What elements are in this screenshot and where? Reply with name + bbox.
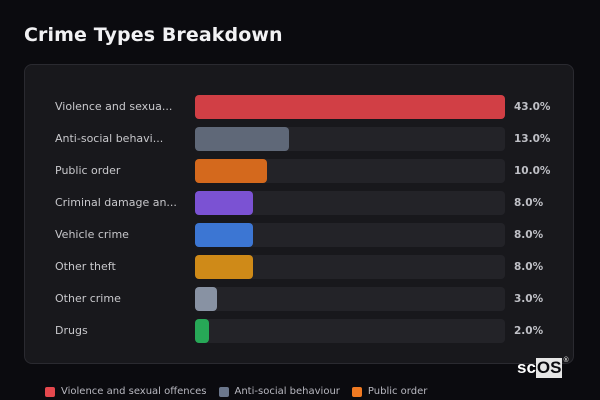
bar-value: 8.0% xyxy=(514,229,544,241)
bar[interactable] xyxy=(195,319,210,343)
bar-value: 8.0% xyxy=(514,261,544,273)
bar-track xyxy=(195,255,505,279)
logo-boxed-text: OS xyxy=(535,358,563,378)
bar[interactable] xyxy=(195,159,268,183)
legend-item[interactable]: Public order xyxy=(351,386,428,397)
bar-value: 8.0% xyxy=(514,197,544,209)
bar-label: Vehicle crime xyxy=(55,228,129,241)
chart-title: Crime Types Breakdown xyxy=(24,24,283,46)
bar-value: 13.0% xyxy=(514,133,551,145)
bar-row: Anti-social behavi... 13.0% xyxy=(25,127,573,151)
bar-row: Violence and sexua... 43.0% xyxy=(25,95,573,119)
bar-row: Criminal damage an... 8.0% xyxy=(25,191,573,215)
bar-row: Drugs 2.0% xyxy=(25,319,573,343)
bar-row: Other crime 3.0% xyxy=(25,287,573,311)
legend-swatch xyxy=(351,386,362,397)
bar-label: Public order xyxy=(55,164,121,177)
legend-swatch xyxy=(218,386,229,397)
bar-label: Anti-social behavi... xyxy=(55,132,164,145)
logo-text: sc xyxy=(517,358,536,377)
bar[interactable] xyxy=(195,287,217,311)
bar-label: Drugs xyxy=(55,324,88,337)
bar[interactable] xyxy=(195,127,289,151)
bar-value: 3.0% xyxy=(514,293,544,305)
legend-item[interactable]: Violence and sexual offences xyxy=(45,386,207,397)
bar[interactable] xyxy=(195,191,253,215)
legend-swatch xyxy=(45,386,55,397)
chart-legend: Violence and sexual offences Anti-social… xyxy=(45,386,439,397)
bar[interactable] xyxy=(195,255,253,279)
bar-track xyxy=(195,95,505,119)
bar[interactable] xyxy=(195,223,253,247)
bar-value: 2.0% xyxy=(514,325,544,337)
bar-track xyxy=(195,159,505,183)
bar-track xyxy=(195,287,505,311)
legend-item[interactable]: Anti-social behaviour xyxy=(218,386,340,397)
bar-track xyxy=(195,223,505,247)
chart-card: Violence and sexua... 43.0% Anti-social be… xyxy=(24,64,574,364)
bar-value: 10.0% xyxy=(514,165,551,177)
bar-label: Other crime xyxy=(55,292,121,305)
bar-track xyxy=(195,127,505,151)
bar-label: Violence and sexua... xyxy=(55,100,173,113)
bar-label: Criminal damage an... xyxy=(55,196,177,209)
legend-label: Public order xyxy=(367,386,428,397)
bar[interactable] xyxy=(195,95,505,119)
legend-label: Anti-social behaviour xyxy=(234,386,340,397)
bar-row: Other theft 8.0% xyxy=(25,255,573,279)
bar-value: 43.0% xyxy=(514,101,551,113)
bar-row: Public order 10.0% xyxy=(25,159,573,183)
bar-track xyxy=(195,191,505,215)
bar-row: Vehicle crime 8.0% xyxy=(25,223,573,247)
bar-label: Other theft xyxy=(55,260,116,273)
legend-label: Violence and sexual offences xyxy=(61,386,207,397)
bar-track xyxy=(195,319,505,343)
registered-mark: ® xyxy=(563,357,569,364)
scos-logo: sc OS ® xyxy=(517,357,569,378)
